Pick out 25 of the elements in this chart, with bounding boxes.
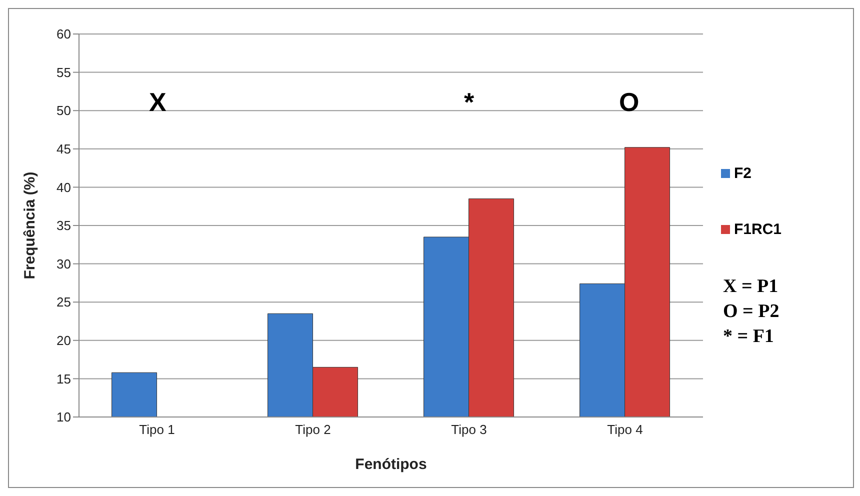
y-tick-label: 30 [56, 256, 71, 272]
y-tick-label: 25 [56, 294, 71, 310]
y-tick-label: 20 [56, 333, 71, 348]
annotation: X [149, 87, 166, 118]
legend-label: F1RC1 [733, 220, 782, 240]
annotation: O [619, 87, 640, 118]
y-tick-label: 10 [56, 410, 71, 425]
legend-label: F2 [733, 164, 753, 184]
y-tick-label: 60 [56, 26, 71, 42]
text: O = P2 [723, 300, 780, 324]
text: X = P1 [723, 275, 780, 299]
x-tick-label: Tipo 1 [139, 422, 175, 438]
annotation: * [464, 87, 474, 118]
y-tick-label: 35 [56, 218, 71, 234]
y-tick-label: 40 [56, 180, 71, 195]
y-tick-label: 50 [56, 103, 71, 118]
y-axis-title: Frequência (%) [21, 172, 38, 280]
x-tick-label: Tipo 3 [451, 422, 487, 438]
y-tick-label: 15 [56, 371, 71, 386]
x-tick-label: Tipo 2 [295, 422, 331, 438]
x-axis-title: Fenótipos [355, 456, 427, 473]
y-tick-label: 45 [56, 142, 71, 157]
text: * = F1 [723, 325, 775, 349]
y-tick-label: 55 [56, 64, 71, 80]
x-tick-label: Tipo 4 [607, 422, 643, 438]
